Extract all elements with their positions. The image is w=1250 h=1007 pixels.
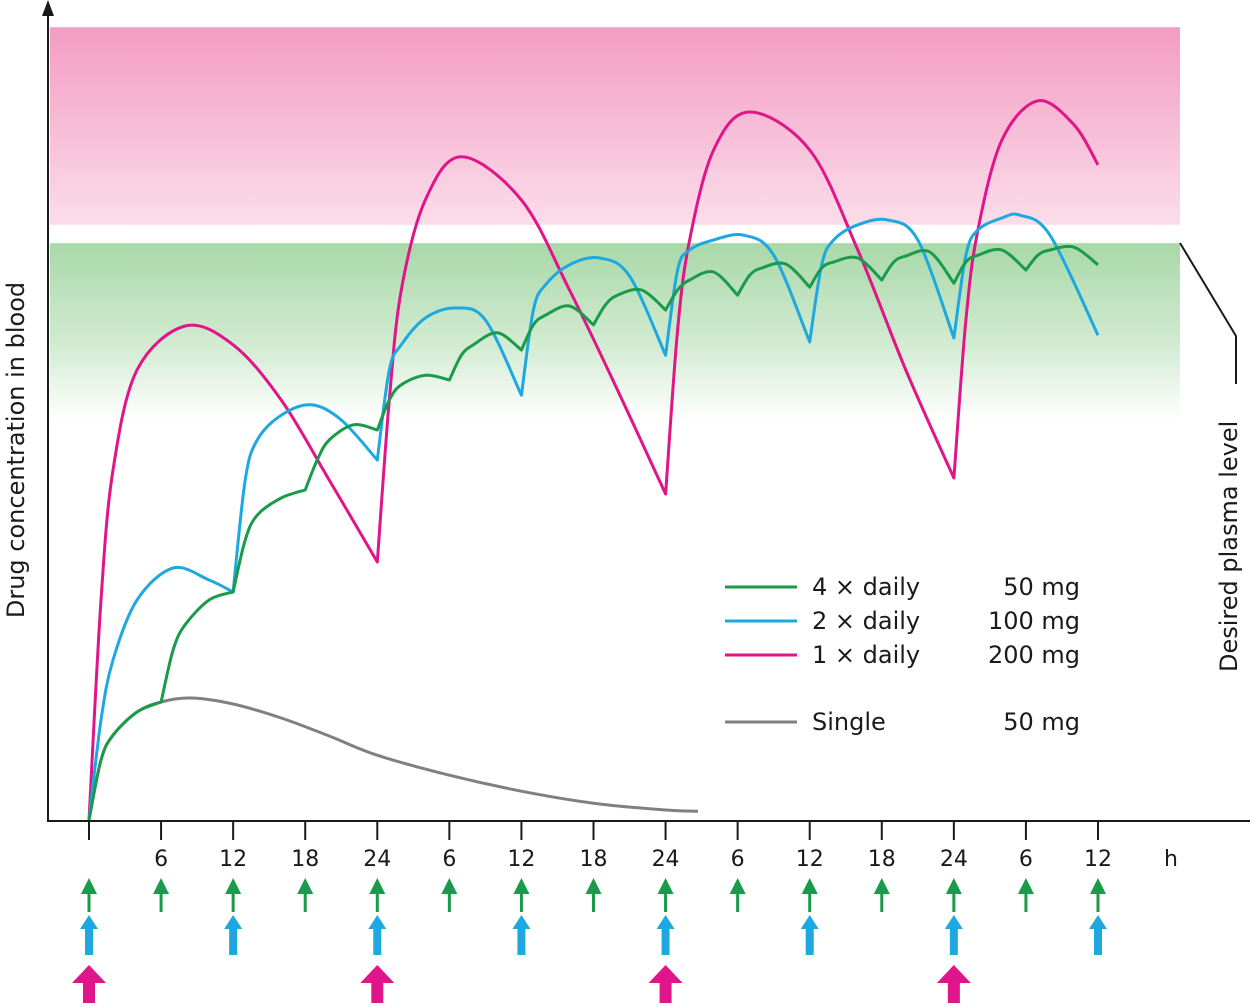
y-axis-label: Drug concentration in blood (2, 282, 30, 618)
dose-arrow-icon (936, 965, 971, 1003)
x-tick-label: 12 (1084, 847, 1112, 872)
series-line-1-daily (87, 99, 1100, 821)
x-tick-label: 12 (796, 847, 824, 872)
legend-dose: 50 mg (1003, 708, 1080, 736)
x-tick-label: 6 (442, 847, 456, 872)
dose-arrow-icon (369, 878, 386, 912)
dose-arrow-icon (80, 915, 98, 955)
dose-arrow-icon (360, 965, 395, 1003)
legend-dose: 100 mg (988, 607, 1080, 635)
series-line-4-daily (87, 244, 1099, 821)
legend-dose: 200 mg (988, 641, 1080, 669)
dose-arrow-icon (1090, 878, 1106, 912)
band-toxic (50, 27, 1180, 225)
legend: 4 × daily 50 mg 2 × daily 100 mg 1 × daily 20… (725, 573, 1080, 736)
dose-arrow-icon (585, 878, 602, 912)
x-unit-label: h (1164, 847, 1178, 872)
x-tick-label: 18 (291, 847, 319, 872)
dosing-arrows (72, 878, 1107, 1003)
dose-arrow-icon (441, 878, 458, 912)
dose-arrow-icon (513, 878, 530, 912)
band-desired-plasma-level (50, 243, 1180, 420)
x-tick-label: 18 (868, 847, 896, 872)
x-tick-label: 24 (363, 847, 391, 872)
desired-level-callout: Desired plasma level (1179, 242, 1243, 672)
dose-arrow-icon (368, 915, 387, 955)
axes (42, 0, 1250, 822)
legend-label: Single (812, 708, 886, 736)
legend-label: 2 × daily (812, 607, 920, 635)
dose-arrow-icon (225, 878, 242, 912)
x-tick-label: 24 (652, 847, 680, 872)
x-tick-label: 6 (154, 847, 168, 872)
desired-plasma-level-label: Desired plasma level (1215, 421, 1243, 672)
dose-arrow-icon (1017, 878, 1034, 912)
x-tick-label: 24 (940, 847, 968, 872)
leader-line (1179, 242, 1237, 384)
legend-dose: 50 mg (1003, 573, 1080, 601)
x-tick-label: 18 (580, 847, 608, 872)
x-tick-label: 6 (731, 847, 745, 872)
dose-arrow-icon (153, 878, 170, 912)
dose-arrow-icon (800, 915, 819, 955)
y-axis-arrow-icon (42, 0, 54, 16)
dose-arrow-icon (729, 878, 746, 912)
dose-arrow-icon (944, 915, 963, 955)
dose-arrow-icon (297, 878, 314, 912)
x-tick-label: 12 (219, 847, 247, 872)
legend-label: 1 × daily (812, 641, 920, 669)
dose-arrow-icon (1089, 915, 1107, 955)
dose-arrow-icon (657, 878, 674, 912)
dose-arrow-icon (81, 878, 97, 912)
dose-arrow-icon (801, 878, 818, 912)
series-line-single (87, 696, 699, 821)
dose-arrow-icon (224, 915, 243, 955)
series-line-2-daily (87, 212, 1100, 821)
dose-arrow-icon (512, 915, 531, 955)
dose-arrow-icon (72, 965, 106, 1003)
dose-arrow-icon (873, 878, 890, 912)
x-tick-label: 12 (507, 847, 535, 872)
dose-arrow-icon (648, 965, 683, 1003)
dose-arrow-icon (656, 915, 675, 955)
x-tick-label: 6 (1019, 847, 1033, 872)
dose-arrow-icon (945, 878, 962, 912)
legend-label: 4 × daily (812, 573, 920, 601)
